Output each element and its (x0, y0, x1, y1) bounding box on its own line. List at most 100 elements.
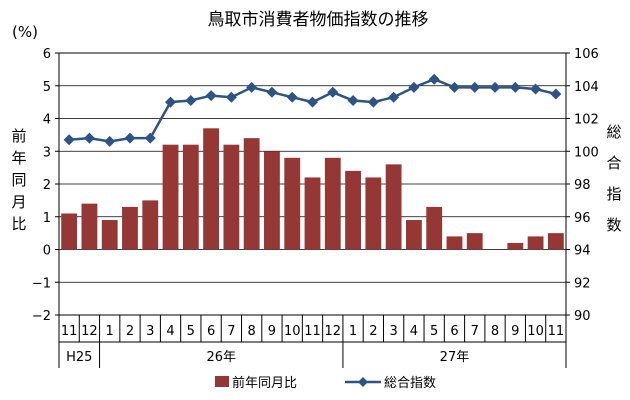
left-tick-label: 0 (43, 244, 51, 259)
legend-bar-label: 前年同月比 (232, 375, 297, 391)
index-point-12 (83, 132, 95, 144)
bar-2 (365, 177, 382, 250)
left-axis-label-char: 月 (11, 193, 26, 211)
month-label: 11 (304, 324, 321, 339)
month-label: 7 (471, 324, 479, 339)
bar-2 (122, 206, 138, 250)
month-label: 5 (187, 324, 195, 339)
left-axis-label-char: 前 (11, 127, 26, 145)
index-point-2 (124, 132, 136, 144)
index-point-10 (286, 91, 298, 103)
month-label: 8 (491, 324, 499, 339)
bar-4 (405, 220, 422, 250)
bar-10 (284, 157, 301, 250)
left-axis-label-char: 年 (11, 149, 26, 167)
left-tick-label: 6 (43, 47, 51, 62)
month-label: 8 (248, 324, 256, 339)
month-label: 2 (126, 324, 134, 339)
legend-bar-swatch (215, 376, 229, 387)
index-point-4 (165, 96, 177, 108)
index-point-9 (266, 86, 278, 98)
legend-line-label: 総合指数 (384, 376, 436, 391)
index-point-6 (448, 81, 460, 93)
month-label: 1 (106, 324, 114, 339)
month-label: 3 (389, 324, 397, 339)
year-label: 26年 (206, 350, 236, 365)
bar-5 (182, 144, 199, 250)
bar-7 (466, 233, 483, 250)
month-label: 9 (511, 324, 519, 339)
right-tick-label: 102 (574, 113, 599, 128)
month-label: 12 (325, 324, 342, 339)
left-axis-label-char: 同 (11, 171, 26, 189)
right-axis-label-char: 合 (606, 154, 621, 172)
month-label: 5 (430, 324, 438, 339)
month-label: 4 (166, 324, 174, 339)
left-tick-label: −1 (32, 276, 51, 291)
bar-7 (223, 144, 240, 250)
index-point-11 (550, 88, 562, 100)
left-tick-label: 3 (43, 145, 51, 160)
index-point-5 (185, 94, 197, 106)
bar-11 (304, 177, 321, 250)
left-tick-label: 4 (43, 113, 51, 128)
bar-12 (324, 157, 341, 250)
right-axis-label-char: 数 (606, 216, 621, 234)
month-label: 11 (548, 324, 565, 339)
right-axis-label-char: 総 (606, 123, 621, 141)
bar-6 (446, 236, 463, 250)
bar-6 (203, 128, 220, 250)
year-label: 27年 (440, 350, 470, 365)
left-tick-label: 1 (43, 211, 51, 226)
right-tick-label: 92 (574, 276, 591, 291)
index-point-5 (428, 73, 440, 85)
legend-line-marker (358, 377, 368, 387)
right-tick-label: 106 (574, 47, 599, 62)
index-point-11 (307, 96, 318, 108)
bar-1 (345, 170, 361, 250)
index-point-3 (144, 132, 156, 144)
month-label: 4 (410, 324, 418, 339)
month-label: 10 (284, 324, 301, 339)
index-point-1 (104, 135, 116, 147)
left-unit-label: (%) (12, 23, 38, 41)
bar-9 (507, 242, 524, 250)
index-point-2 (367, 96, 379, 108)
index-point-4 (408, 81, 420, 93)
left-tick-label: 2 (43, 178, 51, 193)
index-point-7 (225, 91, 237, 103)
index-point-8 (246, 81, 258, 93)
index-point-12 (327, 86, 339, 98)
month-label: 3 (146, 324, 154, 339)
month-label: 10 (527, 324, 544, 339)
right-tick-label: 100 (574, 145, 599, 160)
right-tick-label: 98 (574, 178, 591, 193)
right-tick-label: 90 (574, 309, 591, 324)
month-label: 1 (349, 324, 357, 339)
month-label: 2 (369, 324, 377, 339)
bar-11 (547, 233, 564, 250)
left-axis-label-char: 比 (11, 215, 26, 233)
bar-8 (243, 138, 260, 250)
month-label: 12 (81, 324, 98, 339)
bar-5 (426, 206, 443, 250)
month-label: 11 (61, 324, 78, 339)
right-axis-label-char: 指 (606, 185, 621, 203)
index-point-9 (509, 81, 521, 93)
chart-title: 鳥取市消費者物価指数の推移 (208, 10, 429, 30)
month-label: 9 (268, 324, 276, 339)
right-tick-label: 96 (574, 211, 591, 226)
bar-10 (527, 236, 544, 250)
bar-1 (101, 220, 118, 250)
index-point-10 (530, 83, 542, 95)
bar-12 (81, 203, 98, 250)
year-label: H25 (66, 350, 92, 365)
bar-3 (385, 164, 402, 250)
bar-11 (61, 213, 78, 250)
month-label: 6 (450, 324, 458, 339)
month-label: 6 (207, 324, 215, 339)
bar-4 (162, 144, 179, 250)
month-label: 7 (227, 324, 235, 339)
